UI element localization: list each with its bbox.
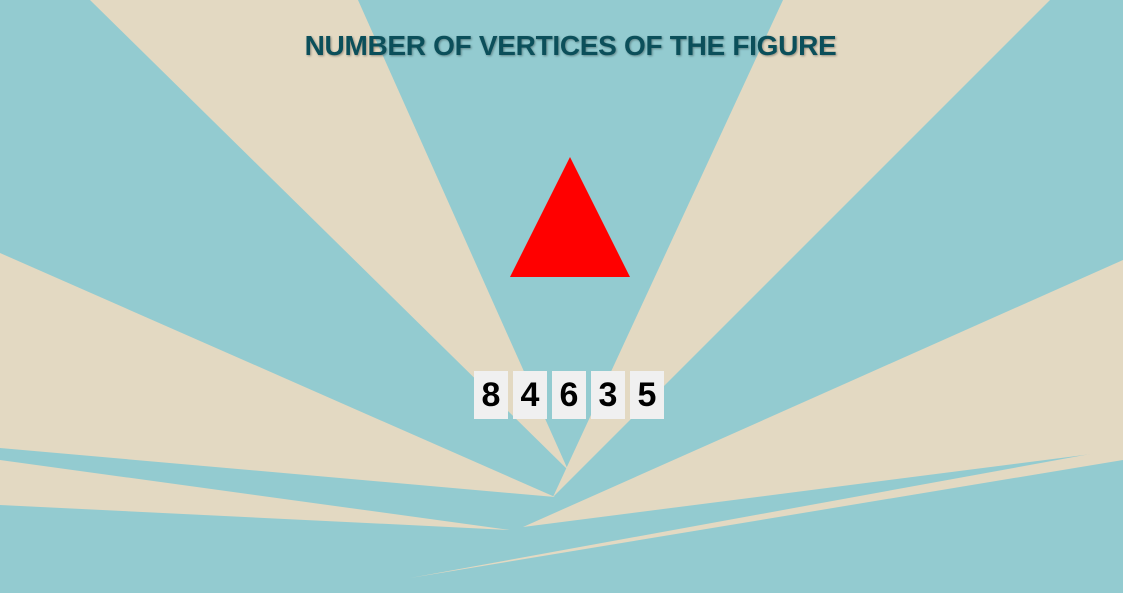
sunburst-ray-1 [90, 0, 568, 470]
answer-option-2[interactable]: 4 [513, 371, 547, 419]
sunburst-ray-4 [523, 260, 1123, 527]
answer-options: 8 4 6 3 5 [474, 371, 664, 419]
answer-option-5[interactable]: 5 [630, 371, 664, 419]
question-title: NUMBER OF VERTICES OF THE FIGURE [304, 30, 837, 61]
triangle-figure [510, 157, 630, 277]
answer-option-4[interactable]: 3 [591, 371, 625, 419]
sunburst-ray-5 [0, 460, 510, 530]
sunburst-ray-2 [553, 0, 1050, 497]
triangle-shape [510, 157, 630, 277]
sunburst-ray-3 [0, 253, 555, 497]
sunburst-ray-6 [410, 448, 1123, 578]
answer-option-3[interactable]: 6 [552, 371, 586, 419]
answer-option-1[interactable]: 8 [474, 371, 508, 419]
